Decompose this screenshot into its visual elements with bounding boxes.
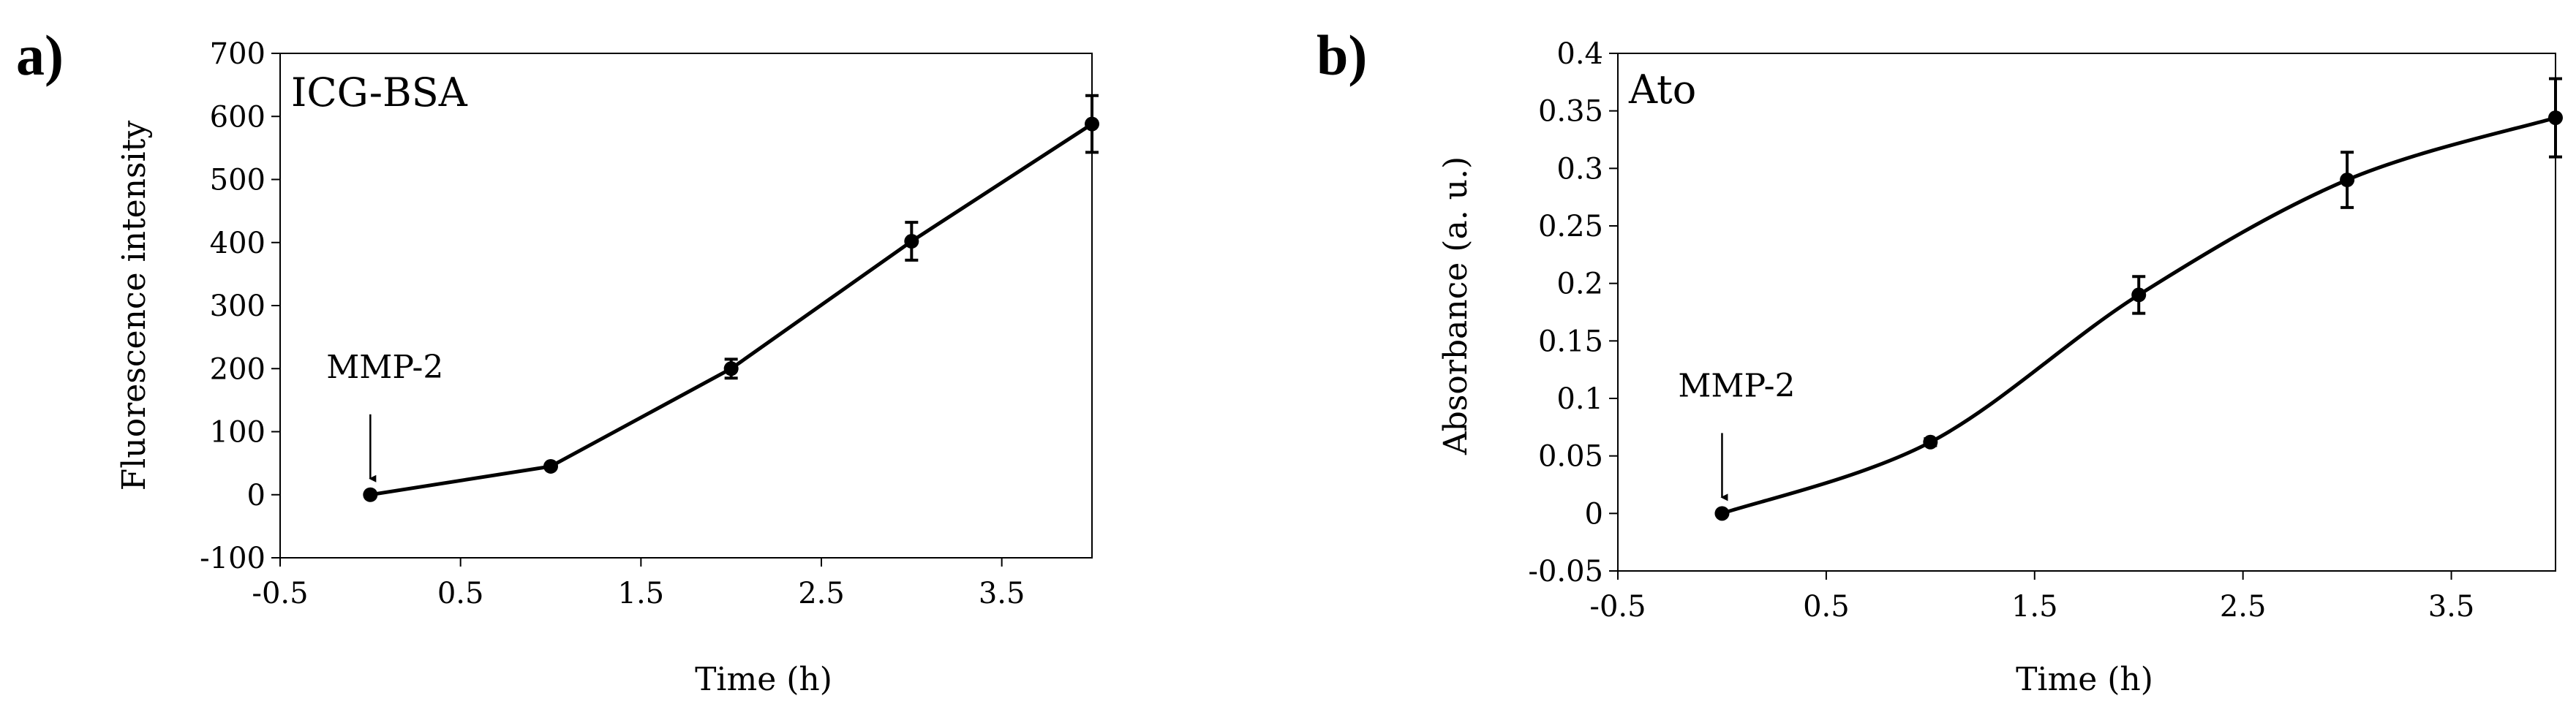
chart-title: Ato (1628, 67, 1696, 113)
y-tick-label: -0.05 (1528, 555, 1603, 588)
x-tick-label: 2.5 (2220, 590, 2267, 624)
y-tick-label: 500 (210, 164, 265, 197)
y-tick-label: 600 (210, 100, 265, 134)
data-point (1923, 434, 1938, 450)
plot-area (279, 53, 1093, 559)
y-tick-label: 0.3 (1556, 152, 1603, 186)
y-tick-label: -100 (200, 542, 265, 575)
y-tick-label: 0.15 (1538, 325, 1603, 358)
panel-a: a) ICG-BSA Time (h) Fluorescence intensi… (16, 23, 1099, 698)
axis-ticks: -0.05 0 0.05 0.1 0.15 0.2 0.25 0.3 0.35 0.4 -0.5 0.… (1528, 37, 2474, 624)
data-point (363, 487, 378, 502)
data-marks (1714, 77, 2563, 521)
panel-label: a) (16, 23, 64, 87)
y-tick-label: 0.25 (1538, 210, 1603, 243)
x-tick-label: 1.5 (618, 577, 665, 610)
x-tick-label: 2.5 (798, 577, 845, 610)
x-tick-label: -0.5 (1589, 590, 1646, 624)
panel-label: b) (1317, 23, 1367, 87)
chart-title: ICG-BSA (291, 69, 468, 116)
y-tick-label: 0.4 (1556, 37, 1603, 71)
series-line (1721, 116, 2556, 515)
y-tick-label: 300 (210, 289, 265, 323)
axis-ticks: -100 0 100 200 300 400 500 600 700 -0.5 0.5 1.5 2.5 3… (200, 37, 1025, 610)
data-point (904, 234, 919, 249)
y-tick-label: 200 (210, 352, 265, 386)
y-tick-label: 0.05 (1538, 440, 1603, 474)
data-point (543, 458, 558, 474)
x-axis-title: Time (h) (695, 661, 832, 698)
y-tick-label: 100 (210, 416, 265, 450)
series-line (369, 122, 1093, 497)
x-tick-label: 3.5 (2428, 590, 2475, 624)
data-point (2131, 287, 2147, 303)
y-tick-label: 400 (210, 227, 265, 260)
y-tick-label: 0.35 (1538, 95, 1603, 129)
x-tick-label: 3.5 (979, 577, 1025, 610)
y-tick-label: 0 (1585, 497, 1603, 531)
data-point (1714, 506, 1730, 521)
y-tick-label: 0.2 (1556, 268, 1603, 301)
annotation-label: MMP-2 (1678, 367, 1795, 404)
x-tick-label: -0.5 (252, 577, 308, 610)
x-tick-label: 0.5 (437, 577, 484, 610)
annotations: MMP-2 (1678, 367, 1796, 501)
x-tick-label: 1.5 (2011, 590, 2058, 624)
y-axis-title: Fluorescence intensity (116, 121, 153, 491)
annotation-label: MMP-2 (326, 349, 443, 386)
y-tick-label: 700 (210, 37, 265, 71)
y-axis-title: Absorbance (a. u.) (1437, 156, 1475, 455)
data-marks (363, 94, 1099, 502)
data-point (1085, 116, 1099, 132)
data-point (2548, 110, 2563, 126)
data-point (2340, 173, 2355, 188)
plot-area (1617, 53, 2556, 572)
x-axis-title: Time (h) (2016, 661, 2153, 698)
data-point (723, 361, 739, 376)
y-tick-label: 0 (247, 479, 265, 512)
annotations: MMP-2 (326, 349, 443, 482)
x-tick-label: 0.5 (1803, 590, 1850, 624)
y-tick-label: 0.1 (1556, 382, 1603, 416)
panel-b: b) Ato Time (h) Absorbance (a. u.) -0.05… (1317, 23, 2563, 698)
